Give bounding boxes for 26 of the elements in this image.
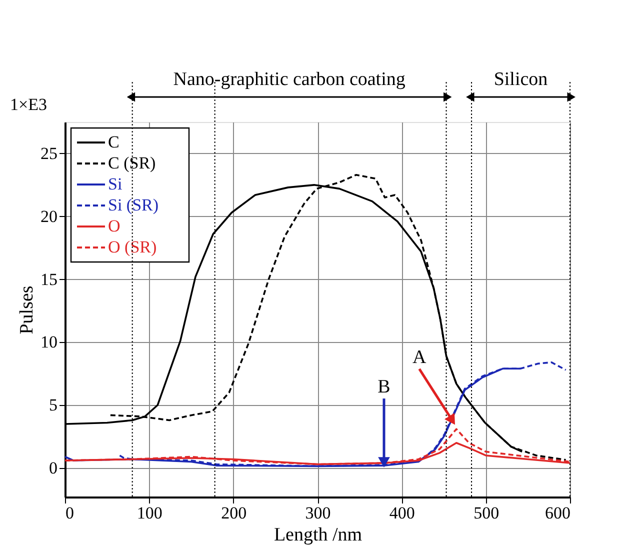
y-axis-title: Pulses <box>16 286 38 334</box>
y-tick-label: 10 <box>40 332 58 352</box>
legend-label: C <box>108 132 120 152</box>
x-tick-label: 100 <box>136 504 162 522</box>
legend-label: C (SR) <box>108 154 156 172</box>
x-tick-label: 600 <box>545 504 570 522</box>
text: Silicon <box>494 69 548 90</box>
legend-label: O <box>108 216 120 236</box>
y-tick-label: 25 <box>40 144 58 163</box>
x-axis-title: Length /nm <box>274 524 362 546</box>
y-tick-label: 0 <box>49 458 58 478</box>
legend-label: Si (SR) <box>108 196 159 214</box>
y-tick-label: 5 <box>49 396 58 415</box>
y-tick-label: 20 <box>40 206 58 226</box>
text: 1×E3 <box>10 95 47 114</box>
x-tick-label: 200 <box>221 504 247 522</box>
x-tick-label: 500 <box>474 504 500 522</box>
annotation: B <box>378 376 390 398</box>
x-tick-label: 0 <box>66 504 74 522</box>
annotation: A <box>412 346 426 368</box>
text: Nano-graphitic carbon coating <box>173 69 406 90</box>
x-tick-label: 400 <box>389 504 415 522</box>
legend-label: Si <box>108 174 122 194</box>
legend-label: O (SR) <box>108 238 157 256</box>
x-tick-label: 300 <box>305 504 331 522</box>
y-tick-label: 15 <box>40 270 58 289</box>
